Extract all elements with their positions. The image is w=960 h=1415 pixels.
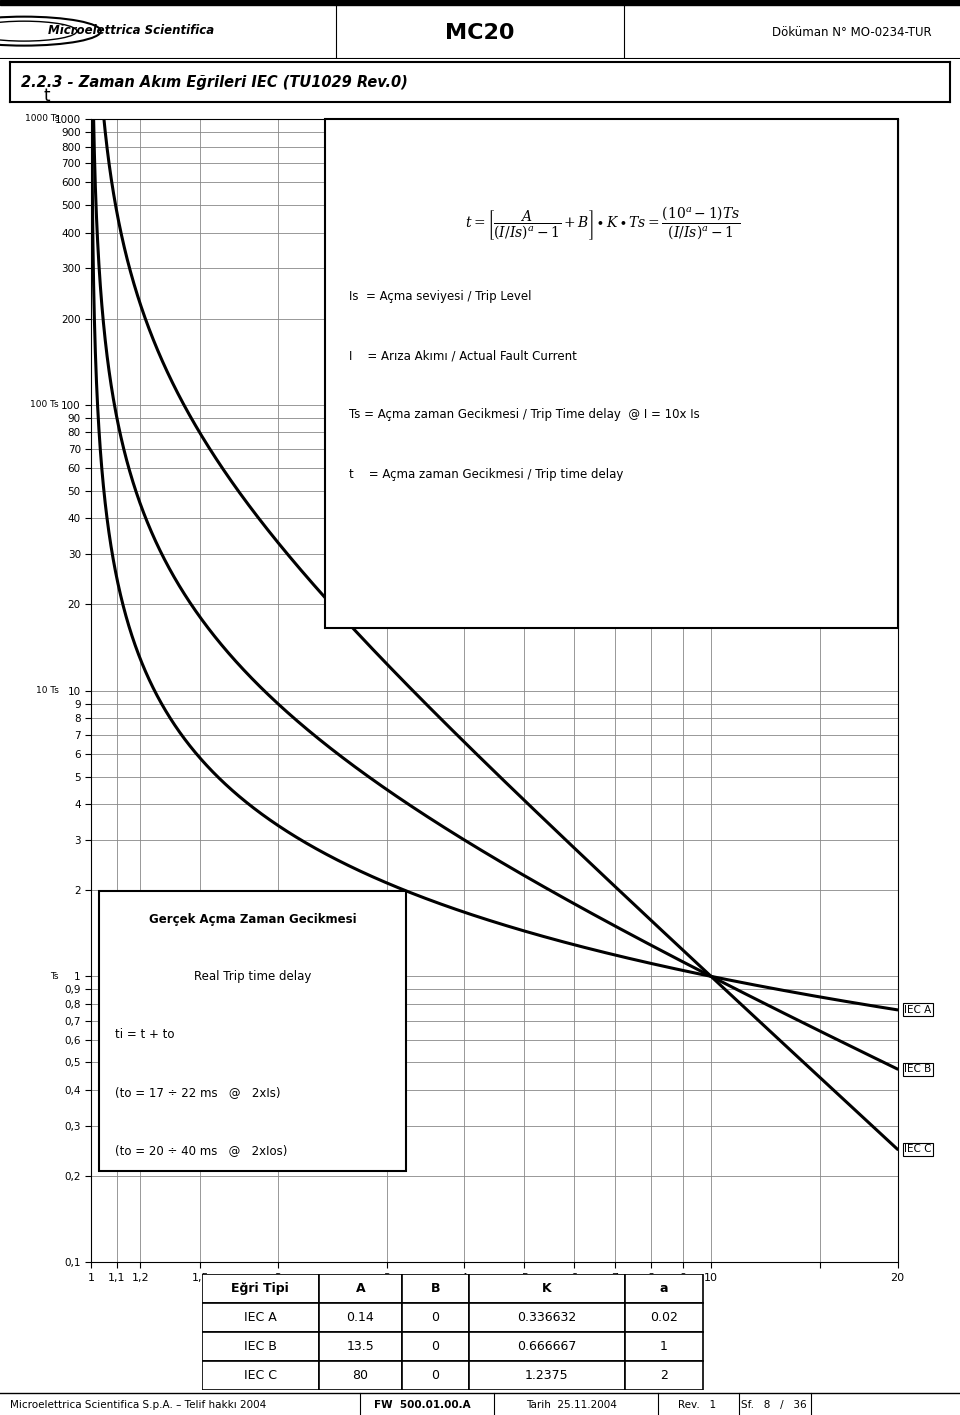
Bar [468, 1302, 625, 1332]
Bar [625, 1332, 703, 1361]
Text: IEC B: IEC B [244, 1340, 276, 1353]
Text: 80: 80 [352, 1368, 369, 1381]
Text: Döküman N° MO-0234-TUR: Döküman N° MO-0234-TUR [772, 27, 931, 40]
Bar [202, 1332, 319, 1361]
Text: IEC B: IEC B [904, 1064, 931, 1074]
Text: Is  = Açma seviyesi / Trip Level: Is = Açma seviyesi / Trip Level [349, 290, 532, 303]
Text: 10 Ts: 10 Ts [36, 686, 59, 695]
Bar [0, 0, 960, 4]
Bar [202, 1274, 319, 1302]
Text: (to = 20 ÷ 40 ms   @   2xIos): (to = 20 ÷ 40 ms @ 2xIos) [115, 1143, 288, 1156]
Text: 0: 0 [431, 1368, 440, 1381]
Text: Eğri Tipi: Eğri Tipi [231, 1282, 289, 1295]
Bar [468, 1332, 625, 1361]
Text: Ts: Ts [51, 972, 59, 981]
Bar [319, 1274, 402, 1302]
Text: 0: 0 [431, 1340, 440, 1353]
Text: Microelettrica Scientifica S.p.A. – Telif hakkı 2004: Microelettrica Scientifica S.p.A. – Teli… [10, 1399, 266, 1409]
Text: IEC A: IEC A [904, 1005, 931, 1015]
Text: 0.336632: 0.336632 [517, 1310, 576, 1323]
Text: Tarih  25.11.2004: Tarih 25.11.2004 [526, 1399, 616, 1409]
Bar [468, 1274, 625, 1302]
Text: 2: 2 [660, 1368, 668, 1381]
Text: 0.666667: 0.666667 [517, 1340, 577, 1353]
Bar [625, 1274, 703, 1302]
Text: t    = Açma zaman Gecikmesi / Trip time delay: t = Açma zaman Gecikmesi / Trip time del… [349, 468, 624, 481]
Bar [625, 1302, 703, 1332]
Text: 13.5: 13.5 [347, 1340, 374, 1353]
Text: FW  500.01.00.A: FW 500.01.00.A [374, 1399, 470, 1409]
FancyBboxPatch shape [325, 119, 898, 628]
Text: A: A [355, 1282, 365, 1295]
Bar [402, 1332, 468, 1361]
Text: IEC A: IEC A [244, 1310, 276, 1323]
Bar [319, 1332, 402, 1361]
Text: (to = 17 ÷ 22 ms   @   2xIs): (to = 17 ÷ 22 ms @ 2xIs) [115, 1085, 281, 1099]
Text: Gerçek Açma Zaman Gecikmesi: Gerçek Açma Zaman Gecikmesi [149, 913, 356, 925]
X-axis label: I / Is: I / Is [480, 1288, 509, 1302]
Text: Rev.   1: Rev. 1 [678, 1399, 716, 1409]
Bar [402, 1361, 468, 1390]
Text: 1000 Ts: 1000 Ts [25, 115, 59, 123]
Text: Microelettrica Scientifica: Microelettrica Scientifica [48, 24, 214, 37]
Text: 1.2375: 1.2375 [525, 1368, 568, 1381]
Text: 100 Ts: 100 Ts [31, 400, 59, 409]
Text: IEC C: IEC C [904, 1145, 932, 1155]
Text: 0.02: 0.02 [650, 1310, 678, 1323]
Text: t: t [43, 88, 50, 105]
Bar [625, 1361, 703, 1390]
Text: 2.2.3 - Zaman Akım Eğrileri IEC (TU1029 Rev.0): 2.2.3 - Zaman Akım Eğrileri IEC (TU1029 … [21, 75, 408, 89]
Bar [402, 1274, 468, 1302]
Bar [402, 1302, 468, 1332]
Text: Real Trip time delay: Real Trip time delay [194, 971, 311, 983]
Text: 1: 1 [660, 1340, 668, 1353]
FancyBboxPatch shape [99, 890, 406, 1170]
Bar [202, 1302, 319, 1332]
Bar [319, 1302, 402, 1332]
Bar [468, 1361, 625, 1390]
Text: $t = \left[\dfrac{A}{(I / Is)^{a} - 1} + B\right] \bullet K \bullet Ts = \dfrac{: $t = \left[\dfrac{A}{(I / Is)^{a} - 1} +… [466, 205, 741, 242]
Text: ti = t + to: ti = t + to [115, 1029, 175, 1041]
Text: Sf.   8   /   36: Sf. 8 / 36 [741, 1399, 806, 1409]
Text: K: K [542, 1282, 552, 1295]
Text: 0.14: 0.14 [347, 1310, 374, 1323]
Text: IEC C: IEC C [244, 1368, 276, 1381]
Text: MC20: MC20 [445, 23, 515, 42]
Bar [319, 1361, 402, 1390]
Text: 0: 0 [431, 1310, 440, 1323]
Text: a: a [660, 1282, 668, 1295]
Text: I    = Arıza Akımı / Actual Fault Current: I = Arıza Akımı / Actual Fault Current [349, 350, 577, 362]
Text: Ts = Açma zaman Gecikmesi / Trip Time delay  @ I = 10x Is: Ts = Açma zaman Gecikmesi / Trip Time de… [349, 409, 700, 422]
Bar [202, 1361, 319, 1390]
Text: B: B [431, 1282, 441, 1295]
